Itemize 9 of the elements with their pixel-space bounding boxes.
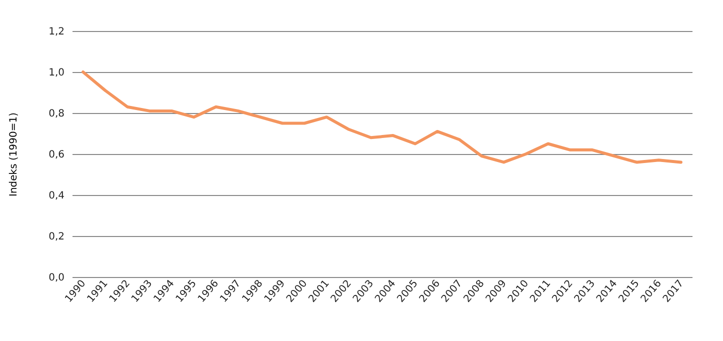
- y-tick-label: 0,8: [48, 108, 64, 120]
- y-axis-title: Indeks (1990=1): [8, 112, 20, 196]
- line-series: [82, 70, 682, 164]
- y-tick-label: 0,2: [48, 232, 64, 242]
- y-tick-label: 0,4: [48, 190, 64, 202]
- y-tick-label: 0,6: [48, 150, 64, 160]
- y-tick-label: 1,0: [48, 68, 64, 78]
- y-tick-label: 0,0: [48, 272, 64, 284]
- y-tick-label: 1,2: [48, 26, 64, 38]
